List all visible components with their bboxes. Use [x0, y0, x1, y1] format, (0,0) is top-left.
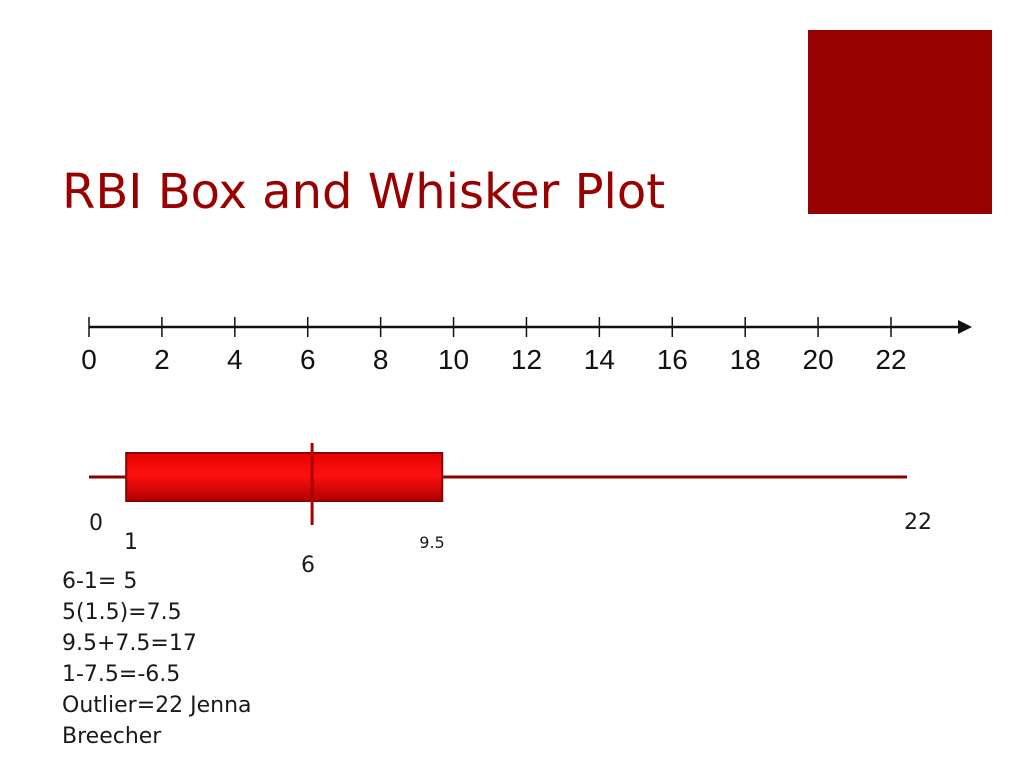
number-line: 0 2 4 6 8 10 12 14 16 18 20 22	[81, 317, 972, 375]
axis-arrowhead	[958, 320, 972, 334]
axis-tick-label: 22	[875, 344, 906, 375]
value-labels: 01 6 9.5 22	[89, 510, 932, 578]
axis-tick-label: 2	[154, 344, 170, 375]
axis-tick-label: 20	[803, 344, 834, 375]
axis-tick-label: 18	[730, 344, 761, 375]
iqr-box	[125, 452, 444, 502]
calc-line: 1-7.5=-6.5	[62, 662, 181, 687]
axis-tick-label: 14	[584, 344, 615, 375]
accent-square	[808, 30, 992, 214]
calc-line: Outlier=22 Jenna	[62, 693, 252, 718]
slide-title: RBI Box and Whisker Plot	[62, 164, 666, 220]
calc-line: 6-1= 5	[62, 569, 138, 594]
axis-tick-label: 10	[438, 344, 469, 375]
min-value-label: 0	[89, 511, 103, 536]
axis-tick-label: 6	[300, 344, 316, 375]
calculation-notes: 6-1= 5 5(1.5)=7.5 9.5+7.5=17 1-7.5=-6.5 …	[62, 566, 252, 752]
box-plot	[89, 443, 907, 525]
axis-tick-label: 4	[227, 344, 243, 375]
axis-tick-label: 8	[373, 344, 389, 375]
q1-value-label: 1	[124, 530, 138, 555]
axis-tick-label: 16	[657, 344, 688, 375]
max-value-label: 22	[904, 510, 932, 535]
axis-tick-label: 12	[511, 344, 542, 375]
q3-value-label: 9.5	[419, 533, 444, 552]
calc-line: Breecher	[62, 724, 162, 749]
calc-line: 5(1.5)=7.5	[62, 600, 182, 625]
calc-line: 9.5+7.5=17	[62, 631, 197, 656]
median-value-label: 6	[301, 553, 315, 578]
axis-tick-label: 0	[81, 344, 97, 375]
